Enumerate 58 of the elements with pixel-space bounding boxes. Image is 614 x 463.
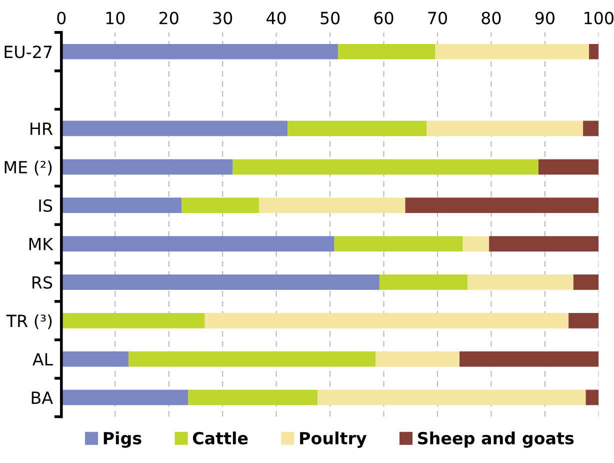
bar xyxy=(232,159,538,175)
legend-label: Sheep and goats xyxy=(418,432,574,448)
bar xyxy=(460,351,599,367)
bar xyxy=(573,274,599,290)
bar xyxy=(61,312,205,328)
bar xyxy=(182,198,260,214)
bar xyxy=(61,198,182,214)
y-tick-label: EU-27 xyxy=(4,46,52,58)
x-tick-label: 30 xyxy=(213,12,232,24)
x-tick-label: 80 xyxy=(482,12,501,24)
bar xyxy=(405,198,599,214)
bar xyxy=(538,159,599,175)
bar xyxy=(318,390,586,406)
y-tick-label: HR xyxy=(30,122,53,135)
bar xyxy=(588,44,599,60)
bar xyxy=(61,44,338,60)
y-tick-label: IS xyxy=(39,199,52,212)
legend-label: Poultry xyxy=(300,432,367,448)
x-tick-label: 0 xyxy=(57,12,66,24)
bar xyxy=(288,120,427,136)
y-tick-label: RS xyxy=(32,276,52,289)
bar xyxy=(61,351,129,367)
legend-label: Pigs xyxy=(104,432,142,448)
y-tick-label: MK xyxy=(29,238,54,250)
bar xyxy=(188,390,318,406)
y-tick-label: AL xyxy=(32,353,53,366)
bar xyxy=(586,390,599,406)
bar xyxy=(128,351,376,367)
x-tick-label: 20 xyxy=(159,12,178,24)
bar xyxy=(61,159,233,175)
bar xyxy=(338,44,436,60)
bar xyxy=(568,312,599,328)
bar xyxy=(204,312,569,328)
bar xyxy=(61,236,334,252)
bar xyxy=(489,236,599,252)
bar xyxy=(61,120,288,136)
x-tick-label: 50 xyxy=(320,12,340,24)
x-tick-label: 90 xyxy=(535,12,554,24)
bar xyxy=(259,198,406,214)
bar xyxy=(379,274,468,290)
x-tick-label: 70 xyxy=(428,12,447,24)
legend-label: Cattle xyxy=(192,432,248,444)
bar xyxy=(426,120,584,136)
x-tick-label: 40 xyxy=(266,12,286,24)
y-tick-label: TR (³) xyxy=(6,314,52,330)
y-tick-label: ME (²) xyxy=(4,160,52,176)
x-tick-label: 10 xyxy=(106,12,125,24)
bar xyxy=(376,351,460,367)
x-tick-label: 60 xyxy=(374,12,394,24)
bar xyxy=(61,274,380,290)
bar xyxy=(468,274,574,290)
bar xyxy=(583,120,599,136)
y-tick-label: BA xyxy=(32,392,53,404)
bar xyxy=(61,390,188,406)
bar xyxy=(462,236,490,252)
bar xyxy=(334,236,463,252)
x-tick-label: 100 xyxy=(584,12,614,24)
bar xyxy=(435,44,589,60)
